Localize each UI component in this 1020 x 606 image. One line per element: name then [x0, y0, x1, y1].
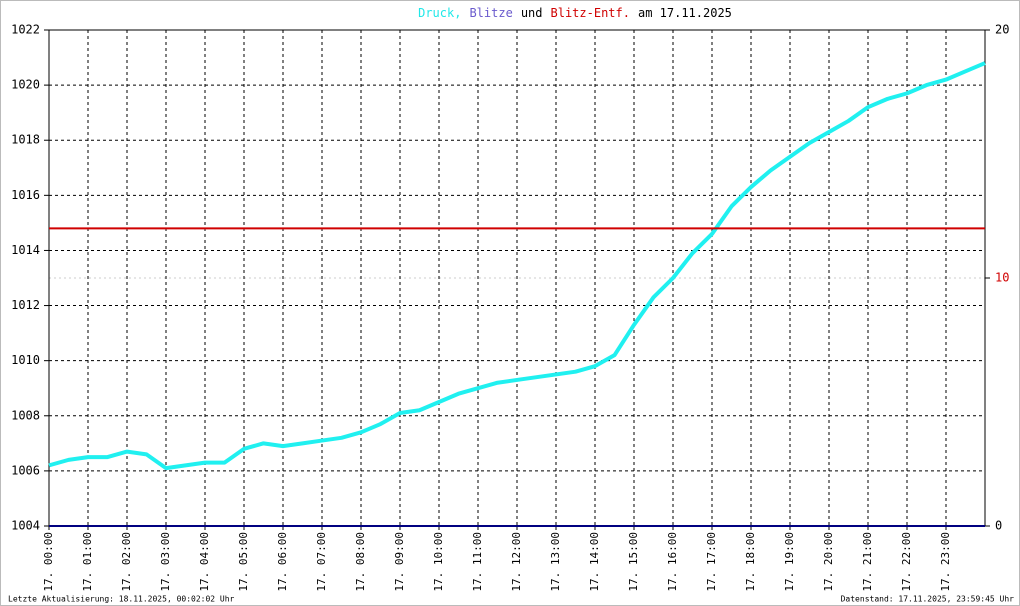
y2-tick-label: 20 — [995, 23, 1009, 37]
x-tick-label: 17. 16:00 — [666, 532, 679, 592]
x-tick-label: 17. 01:00 — [81, 532, 94, 592]
x-tick-label: 17. 10:00 — [432, 532, 445, 592]
x-tick-label: 17. 04:00 — [198, 532, 211, 592]
footer-right: Datenstand: 17.11.2025, 23:59:45 Uhr — [841, 595, 1015, 604]
x-tick-label: 17. 23:00 — [939, 532, 952, 592]
series-line — [48, 61, 986, 471]
x-tick-label: 17. 14:00 — [588, 532, 601, 592]
title-part: am 17.11.2025 — [638, 6, 732, 20]
y-tick-label: 1018 — [11, 133, 40, 147]
x-tick-label: 17. 11:00 — [471, 532, 484, 592]
x-tick-label: 17. 18:00 — [744, 532, 757, 592]
x-tick-label: 17. 12:00 — [510, 532, 523, 592]
x-tick-label: 17. 08:00 — [354, 532, 367, 592]
y-tick-label: 1010 — [11, 353, 40, 367]
y-tick-label: 1016 — [11, 188, 40, 202]
y-tick-label: 1020 — [11, 78, 40, 92]
x-tick-label: 17. 21:00 — [861, 532, 874, 592]
y-tick-label: 1012 — [11, 298, 40, 312]
title-part: Druck, — [418, 6, 461, 20]
x-tick-label: 17. 07:00 — [315, 532, 328, 592]
x-tick-label: 17. 09:00 — [393, 532, 406, 592]
x-tick-label: 17. 13:00 — [549, 532, 562, 592]
footer-left: Letzte Aktualisierung: 18.11.2025, 00:02… — [8, 595, 235, 604]
title-part: Blitz-Entf. — [551, 6, 630, 20]
x-tick-label: 17. 05:00 — [237, 532, 250, 592]
x-tick-label: 17. 22:00 — [900, 532, 913, 592]
y-tick-label: 1006 — [11, 463, 40, 477]
y-tick-label: 1022 — [11, 23, 40, 37]
y2-tick-label: 0 — [995, 519, 1002, 533]
x-tick-label: 17. 20:00 — [822, 532, 835, 592]
chart-title: Druck, Blitze und Blitz-Entf. am 17.11.2025 — [418, 6, 732, 20]
x-tick-label: 17. 06:00 — [276, 532, 289, 592]
x-tick-label: 17. 00:00 — [42, 532, 55, 592]
y-tick-label: 1004 — [11, 519, 40, 533]
x-tick-label: 17. 02:00 — [120, 532, 133, 592]
title-part: und — [521, 6, 543, 20]
x-tick-label: 17. 19:00 — [783, 532, 796, 592]
y2-tick-label: 10 — [995, 271, 1009, 285]
y-tick-label: 1014 — [11, 243, 40, 257]
x-tick-label: 17. 17:00 — [705, 532, 718, 592]
title-part: Blitze — [469, 6, 512, 20]
y-tick-label: 1008 — [11, 408, 40, 422]
x-tick-label: 17. 15:00 — [627, 532, 640, 592]
x-tick-label: 17. 03:00 — [159, 532, 172, 592]
